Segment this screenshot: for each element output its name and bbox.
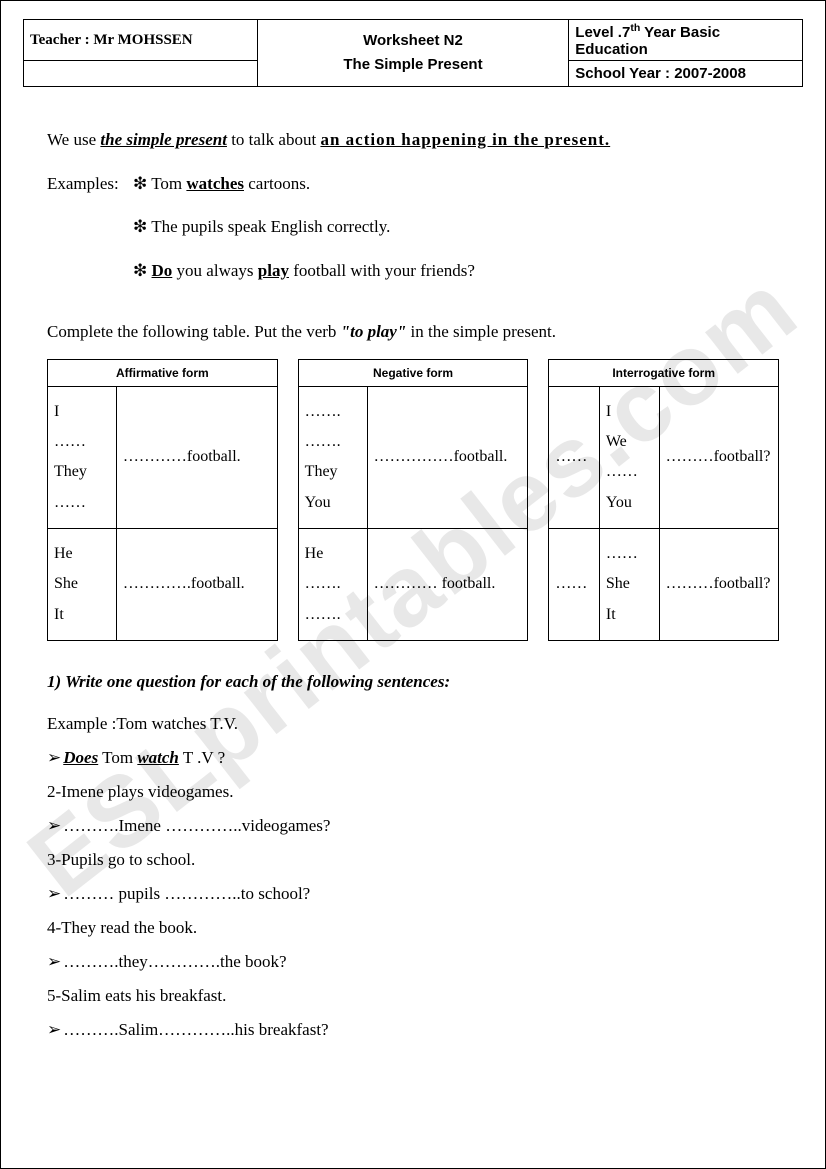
examples-block: Examples: ❇ Tom watches cartoons. ❇ The … <box>47 171 779 302</box>
int-r2c1: …… She It <box>599 529 659 641</box>
e1-underline: watches <box>186 174 244 193</box>
ans-watch: watch <box>137 748 179 767</box>
int-r1c0: …… <box>549 386 600 529</box>
exercise-block: Example :Tom watches T.V. ➢Does Tom watc… <box>47 707 779 1047</box>
negative-table: Negative form ……. ……. They You ……………foot… <box>298 359 529 642</box>
examples-label: Examples: <box>47 171 119 197</box>
int-r2c2: ………football? <box>659 529 778 641</box>
blank-cell <box>24 61 258 87</box>
triangle-icon: ➢ <box>47 884 61 903</box>
example-lines: ❇ Tom watches cartoons. ❇ The pupils spe… <box>133 171 475 302</box>
content: We use the simple present to talk about … <box>23 87 803 1047</box>
bullet-icon: ❇ <box>133 174 147 193</box>
aff-r1c2: …………football. <box>116 386 277 529</box>
ans-does: Does <box>63 748 98 767</box>
aff-title: Affirmative form <box>48 359 278 386</box>
a4: ➢……….they………….the book? <box>47 945 779 979</box>
title-line-2: The Simple Present <box>262 53 565 77</box>
intro-key: the simple present <box>100 130 227 149</box>
triangle-icon: ➢ <box>47 816 61 835</box>
q5: 5-Salim eats his breakfast. <box>47 979 779 1013</box>
intro-action: an action happening in the present. <box>320 130 610 149</box>
exercise-title: 1) Write one question for each of the fo… <box>47 669 779 695</box>
e3-mid: you always <box>172 261 257 280</box>
ans-post: T .V ? <box>179 748 225 767</box>
q4: 4-They read the book. <box>47 911 779 945</box>
e3-do: Do <box>152 261 173 280</box>
a2-text: ……….Imene …………..videogames? <box>63 816 330 835</box>
title-line-1: Worksheet N2 <box>262 29 565 53</box>
triangle-icon: ➢ <box>47 1020 61 1039</box>
title-cell: Worksheet N2 The Simple Present <box>257 20 569 87</box>
example-3: ❇ Do you always play football with your … <box>133 258 475 284</box>
instr-verb: "to play" <box>341 322 407 341</box>
bullet-icon: ❇ <box>133 217 147 236</box>
instr-pre: Complete the following table. Put the ve… <box>47 322 341 341</box>
interrogative-table: Interrogative form …… I We …… You ………foo… <box>548 359 779 642</box>
aff-r2c2: ………….football. <box>116 529 277 641</box>
int-title: Interrogative form <box>549 359 779 386</box>
neg-r1c2: ……………football. <box>367 386 528 529</box>
int-r1c2: ………football? <box>659 386 778 529</box>
school-year-cell: School Year : 2007-2008 <box>569 61 803 87</box>
a2: ➢……….Imene …………..videogames? <box>47 809 779 843</box>
q2: 2-Imene plays videogames. <box>47 775 779 809</box>
example-1: ❇ Tom watches cartoons. <box>133 171 475 197</box>
aff-r1c1: I …… They …… <box>48 386 117 529</box>
instr-post: in the simple present. <box>406 322 556 341</box>
neg-r2c1: He ……. ……. <box>298 529 367 641</box>
affirmative-table: Affirmative form I …… They …… …………footba… <box>47 359 278 642</box>
a3: ➢……… pupils …………..to school? <box>47 877 779 911</box>
page-frame: ESLprintables.com Teacher : Mr MOHSSEN W… <box>0 0 826 1169</box>
e1-pre: Tom <box>147 174 186 193</box>
exercise-example-answer: ➢Does Tom watch T .V ? <box>47 741 779 775</box>
e3-play: play <box>258 261 289 280</box>
a5: ➢……….Salim…………..his breakfast? <box>47 1013 779 1047</box>
example-2: ❇ The pupils speak English correctly. <box>133 214 475 240</box>
forms-row: Affirmative form I …… They …… …………footba… <box>47 359 779 642</box>
bullet-icon: ❇ <box>133 261 147 280</box>
level-sup: th <box>630 22 640 34</box>
intro-line: We use the simple present to talk about … <box>47 127 779 153</box>
teacher-cell: Teacher : Mr MOHSSEN <box>24 20 258 61</box>
neg-title: Negative form <box>298 359 528 386</box>
intro-mid: to talk about <box>227 130 320 149</box>
neg-r2c2: ………… football. <box>367 529 528 641</box>
e3-post: football with your friends? <box>289 261 475 280</box>
aff-r2c1: He She It <box>48 529 117 641</box>
header-table: Teacher : Mr MOHSSEN Worksheet N2 The Si… <box>23 19 803 87</box>
table-instruction: Complete the following table. Put the ve… <box>47 319 779 345</box>
int-r1c1: I We …… You <box>599 386 659 529</box>
intro-pre: We use <box>47 130 100 149</box>
q3: 3-Pupils go to school. <box>47 843 779 877</box>
triangle-icon: ➢ <box>47 748 61 767</box>
e1-post: cartoons. <box>244 174 310 193</box>
a4-text: ……….they………….the book? <box>63 952 286 971</box>
ans-mid: Tom <box>98 748 137 767</box>
a5-text: ……….Salim…………..his breakfast? <box>63 1020 328 1039</box>
triangle-icon: ➢ <box>47 952 61 971</box>
neg-r1c1: ……. ……. They You <box>298 386 367 529</box>
exercise-example: Example :Tom watches T.V. <box>47 707 779 741</box>
e2-text: The pupils speak English correctly. <box>147 217 390 236</box>
level-cell: Level .7th Year Basic Education <box>569 20 803 61</box>
a3-text: ……… pupils …………..to school? <box>63 884 310 903</box>
level-prefix: Level .7 <box>575 24 630 41</box>
int-r2c0: …… <box>549 529 600 641</box>
